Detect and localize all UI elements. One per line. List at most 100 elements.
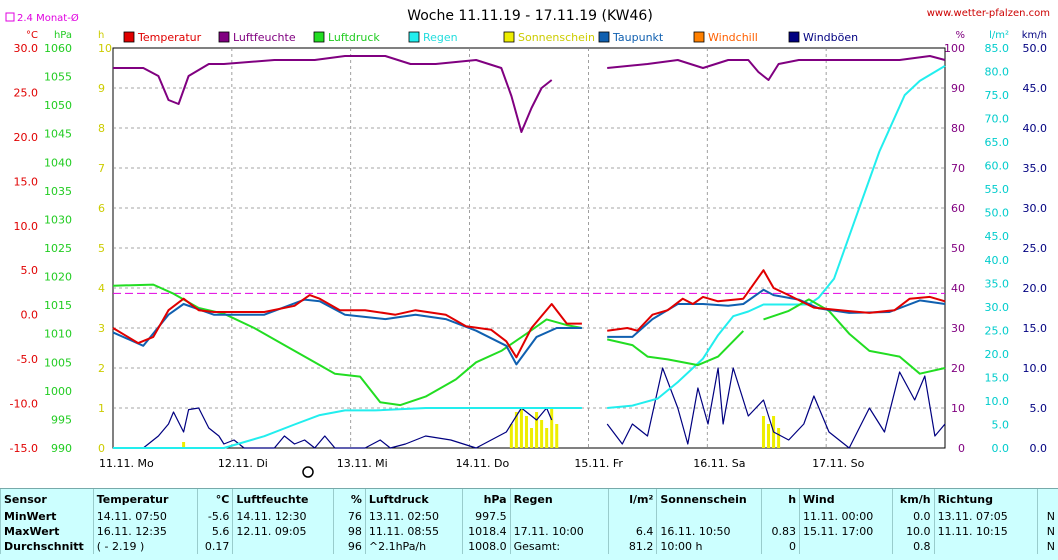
y-tick-label: 1030 [44, 213, 72, 226]
avg-legend-label: 2.4 Monat-Ø [17, 12, 79, 24]
stats-cell [657, 509, 762, 524]
axis-unit-label: °C [26, 30, 38, 41]
stats-cell: 0 [762, 539, 800, 554]
avg-legend-swatch [6, 13, 14, 21]
stats-cell: 13.11. 07:05 [934, 509, 1037, 524]
y-tick-label: 20.0 [14, 131, 39, 144]
legend-swatch [124, 32, 134, 42]
stats-header-cell: l/m² [609, 489, 657, 509]
y-tick-label: 20.0 [1023, 282, 1048, 295]
y-tick-label: 1 [98, 402, 105, 415]
y-tick-label: 1025 [44, 242, 72, 255]
sunshine-bar [530, 428, 533, 448]
stats-cell: Gesamt: [510, 539, 609, 554]
y-tick-label: 1035 [44, 185, 72, 198]
sunshine-bar [525, 416, 528, 448]
y-tick-label: 35.0 [985, 277, 1010, 290]
luftdruck-line [113, 285, 582, 406]
x-tick-label: 14.11. Do [456, 457, 510, 470]
stats-cell: -5.6 [197, 509, 233, 524]
y-tick-label: -10.0 [10, 398, 38, 411]
y-tick-label: 10.0 [14, 220, 39, 233]
x-tick-label: 17.11. So [812, 457, 864, 470]
stats-cell: 6.4 [609, 524, 657, 539]
stats-cell: 0.83 [762, 524, 800, 539]
y-tick-label: 15.0 [985, 371, 1010, 384]
stats-cell [762, 509, 800, 524]
x-tick-label: 12.11. Di [218, 457, 268, 470]
stats-cell: 11.11. 00:00 [800, 509, 893, 524]
y-tick-label: 1050 [44, 99, 72, 112]
y-tick-label: 0.0 [1030, 442, 1048, 455]
stats-header-cell: Richtung [934, 489, 1037, 509]
y-tick-label: 30.0 [14, 42, 39, 55]
stats-header-cell: Sonnenschein [657, 489, 762, 509]
stats-header-cell: % [334, 489, 366, 509]
y-tick-label: 30 [951, 322, 965, 335]
stats-header-cell: Luftfeuchte [233, 489, 334, 509]
stats-header-cell: Wind [800, 489, 893, 509]
legend-label: Luftdruck [328, 31, 380, 44]
regen-line [607, 66, 945, 408]
sunshine-bar [540, 420, 543, 448]
y-tick-label: 25.0 [985, 324, 1010, 337]
temperatur-line [607, 270, 945, 331]
y-tick-label: 20 [951, 362, 965, 375]
luftfeuchte-line [607, 56, 945, 80]
stats-cell: N [1037, 539, 1058, 554]
legend-swatch [599, 32, 609, 42]
chart-series [113, 56, 945, 448]
stats-cell: 16.11. 10:50 [657, 524, 762, 539]
legend-label: Sonnenschein [518, 31, 595, 44]
stats-cell: 17.11. 10:00 [510, 524, 609, 539]
stats-cell: 98 [334, 524, 366, 539]
y-tick-label: 20.0 [985, 348, 1010, 361]
y-tick-label: 8 [98, 122, 105, 135]
y-tick-label: -15.0 [10, 442, 38, 455]
legend-label: Windchill [708, 31, 758, 44]
y-tick-label: 35.0 [1023, 162, 1048, 175]
legend-swatch [219, 32, 229, 42]
stats-cell: 11.11. 08:55 [365, 524, 462, 539]
y-tick-label: 4 [98, 282, 105, 295]
y-tick-label: 60.0 [985, 160, 1010, 173]
chart-title: Woche 11.11.19 - 17.11.19 (KW46) [407, 8, 653, 24]
y-tick-label: 85.0 [985, 42, 1010, 55]
stats-cell: 13.11. 02:50 [365, 509, 462, 524]
stats-header-cell: °C [197, 489, 233, 509]
site-url[interactable]: www.wetter-pfalzen.com [927, 8, 1050, 19]
stats-cell: 0.8 [892, 539, 934, 554]
stats-cell: 81.2 [609, 539, 657, 554]
y-tick-label: 10.0 [1023, 362, 1048, 375]
sunshine-bar [545, 428, 548, 448]
y-tick-label: 0 [98, 442, 105, 455]
y-tick-label: 0 [958, 442, 965, 455]
chart-grid [113, 48, 945, 448]
sunshine-bar [767, 424, 770, 448]
y-tick-label: 5 [98, 242, 105, 255]
axis-unit-label: hPa [54, 30, 72, 41]
y-tick-label: 40.0 [985, 254, 1010, 267]
y-tick-label: 70.0 [985, 113, 1010, 126]
stats-cell: 10.0 [892, 524, 934, 539]
stats-header-cell: km/h [892, 489, 934, 509]
y-tick-label: 65.0 [985, 136, 1010, 149]
stats-cell: 12.11. 09:05 [233, 524, 334, 539]
y-tick-label: 15.0 [1023, 322, 1048, 335]
x-tick-label: 13.11. Mi [337, 457, 388, 470]
stats-header-cell: Sensor [1, 489, 94, 509]
y-tick-label: 40 [951, 282, 965, 295]
stats-cell [934, 539, 1037, 554]
y-tick-label: 9 [98, 82, 105, 95]
y-tick-label: 40.0 [1023, 122, 1048, 135]
y-tick-label: -5.0 [17, 353, 38, 366]
y-tick-label: 70 [951, 162, 965, 175]
y-tick-label: 1055 [44, 71, 72, 84]
sunshine-bar [777, 428, 780, 448]
y-tick-label: 30.0 [1023, 202, 1048, 215]
